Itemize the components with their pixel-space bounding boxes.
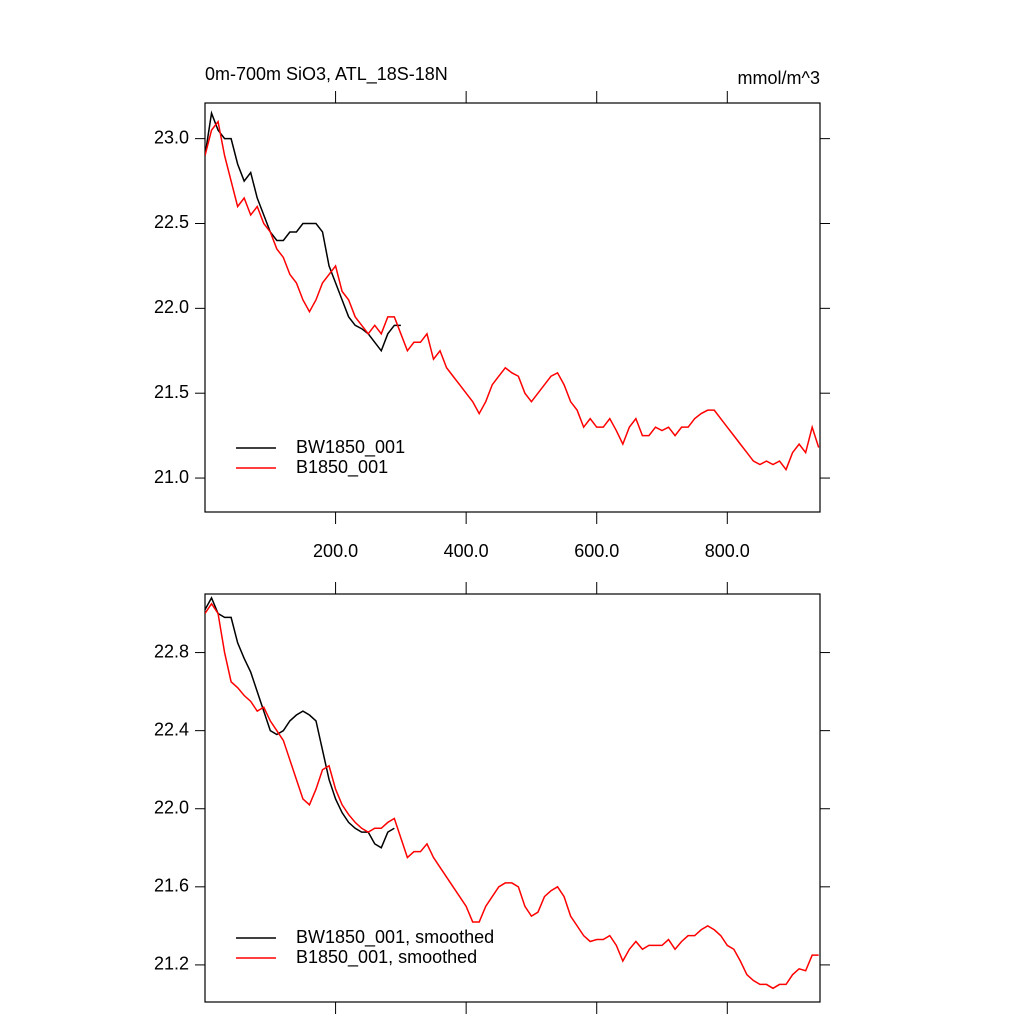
- y-tick-label: 21.6: [154, 876, 189, 896]
- data-line: [205, 602, 819, 990]
- legend-label: BW1850_001: [296, 437, 405, 458]
- x-tick-label: 200.0: [313, 541, 358, 561]
- chart-title: 0m-700m SiO3, ATL_18S-18N: [205, 64, 448, 85]
- x-tick-label: 800.0: [705, 541, 750, 561]
- data-line: [205, 110, 401, 353]
- y-tick-label: 21.5: [154, 382, 189, 402]
- y-tick-label: 21.2: [154, 954, 189, 974]
- data-line: [205, 596, 395, 849]
- data-line: [205, 119, 820, 472]
- y-tick-label: 22.8: [154, 641, 189, 661]
- legend-label: B1850_001: [296, 457, 388, 478]
- plot-frame: [204, 593, 821, 1003]
- y-tick-label: 22.0: [154, 797, 189, 817]
- y-tick-label: 21.0: [154, 467, 189, 487]
- legend-label: B1850_001, smoothed: [296, 947, 477, 968]
- x-tick-label: 400.0: [444, 541, 489, 561]
- legend-label: BW1850_001, smoothed: [296, 927, 494, 948]
- y-tick-label: 22.5: [154, 212, 189, 232]
- y-tick-label: 23.0: [154, 127, 189, 147]
- units-label: mmol/m^3: [738, 68, 820, 88]
- y-tick-label: 22.4: [154, 719, 189, 739]
- x-tick-label: 600.0: [574, 541, 619, 561]
- y-tick-label: 22.0: [154, 297, 189, 317]
- plot-frame: [204, 102, 821, 513]
